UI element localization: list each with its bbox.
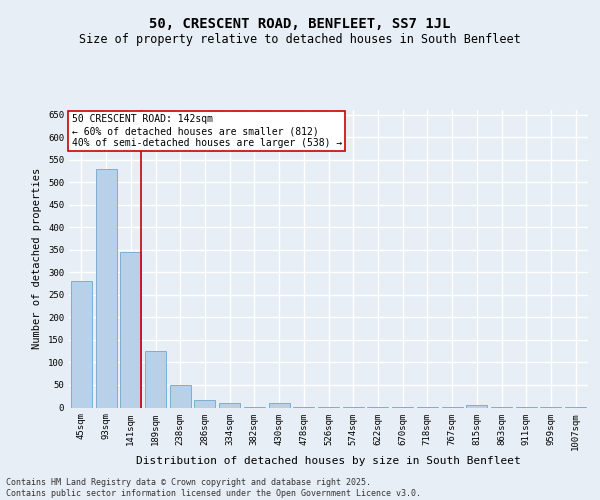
- Bar: [244, 406, 265, 408]
- Bar: [516, 406, 537, 408]
- Bar: [219, 403, 240, 407]
- Bar: [442, 406, 463, 408]
- Bar: [170, 385, 191, 407]
- Bar: [367, 406, 388, 408]
- Bar: [491, 406, 512, 408]
- Bar: [318, 406, 339, 408]
- Bar: [565, 406, 586, 408]
- Bar: [95, 168, 116, 408]
- Text: Contains HM Land Registry data © Crown copyright and database right 2025.
Contai: Contains HM Land Registry data © Crown c…: [6, 478, 421, 498]
- Bar: [194, 400, 215, 407]
- Bar: [541, 406, 562, 408]
- Bar: [343, 406, 364, 408]
- Text: 50, CRESCENT ROAD, BENFLEET, SS7 1JL: 50, CRESCENT ROAD, BENFLEET, SS7 1JL: [149, 18, 451, 32]
- Bar: [145, 351, 166, 408]
- Bar: [269, 403, 290, 407]
- Y-axis label: Number of detached properties: Number of detached properties: [32, 168, 43, 350]
- Bar: [293, 406, 314, 408]
- X-axis label: Distribution of detached houses by size in South Benfleet: Distribution of detached houses by size …: [136, 456, 521, 466]
- Bar: [71, 282, 92, 408]
- Bar: [120, 252, 141, 408]
- Text: 50 CRESCENT ROAD: 142sqm
← 60% of detached houses are smaller (812)
40% of semi-: 50 CRESCENT ROAD: 142sqm ← 60% of detach…: [71, 114, 342, 148]
- Text: Size of property relative to detached houses in South Benfleet: Size of property relative to detached ho…: [79, 32, 521, 46]
- Bar: [466, 405, 487, 407]
- Bar: [417, 406, 438, 408]
- Bar: [392, 406, 413, 408]
